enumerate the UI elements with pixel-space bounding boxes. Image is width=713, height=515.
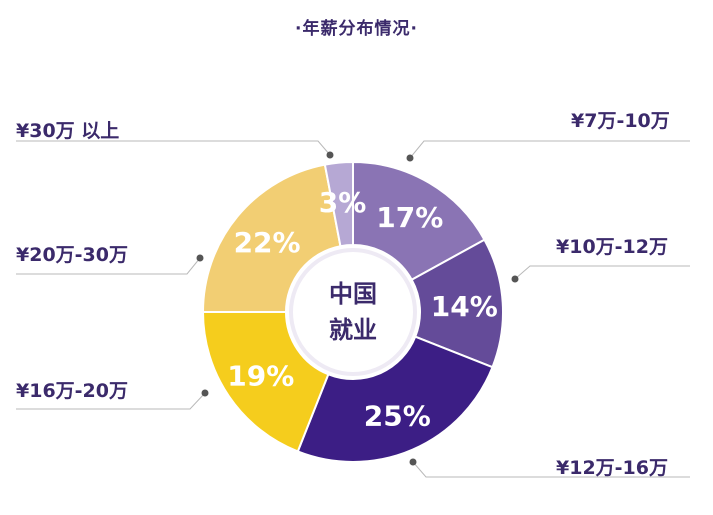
leader-dot-2 xyxy=(409,458,417,466)
value-labels-group: 17% 14% 25% 19% 22% 3% xyxy=(227,186,498,432)
category-label-1: ¥10万-12万 xyxy=(556,236,668,258)
leader-line-1 xyxy=(514,265,690,280)
category-label-5: ¥30万 以上 xyxy=(16,120,120,142)
value-label-2: 25% xyxy=(364,399,431,432)
chart-title: ·年薪分布情况· xyxy=(295,19,418,39)
center-text-line2: 就业 xyxy=(329,316,377,344)
value-label-1: 14% xyxy=(431,290,498,323)
category-label-4: ¥20万-30万 xyxy=(16,244,128,266)
leader-line-4 xyxy=(16,257,201,275)
center-text-line1: 中国 xyxy=(329,280,377,308)
leader-dot-1 xyxy=(511,275,519,283)
value-label-3: 19% xyxy=(227,360,294,393)
center-circle-inner xyxy=(289,248,417,376)
leader-line-2 xyxy=(412,461,690,478)
value-label-4: 22% xyxy=(234,226,301,259)
category-label-2: ¥12万-16万 xyxy=(556,457,668,479)
leader-line-0 xyxy=(409,140,690,159)
leader-dot-5 xyxy=(326,151,334,159)
leader-line-5 xyxy=(16,140,331,156)
leader-line-3 xyxy=(16,392,206,410)
value-label-5: 3% xyxy=(319,186,367,219)
leader-lines-group xyxy=(16,140,690,478)
category-label-0: ¥7万-10万 xyxy=(571,110,670,132)
slices-group xyxy=(201,160,504,463)
value-label-0: 17% xyxy=(376,201,443,234)
leader-dot-3 xyxy=(201,389,209,397)
category-label-3: ¥16万-20万 xyxy=(16,380,128,402)
leader-dot-4 xyxy=(196,254,204,262)
leader-dot-0 xyxy=(406,154,414,162)
